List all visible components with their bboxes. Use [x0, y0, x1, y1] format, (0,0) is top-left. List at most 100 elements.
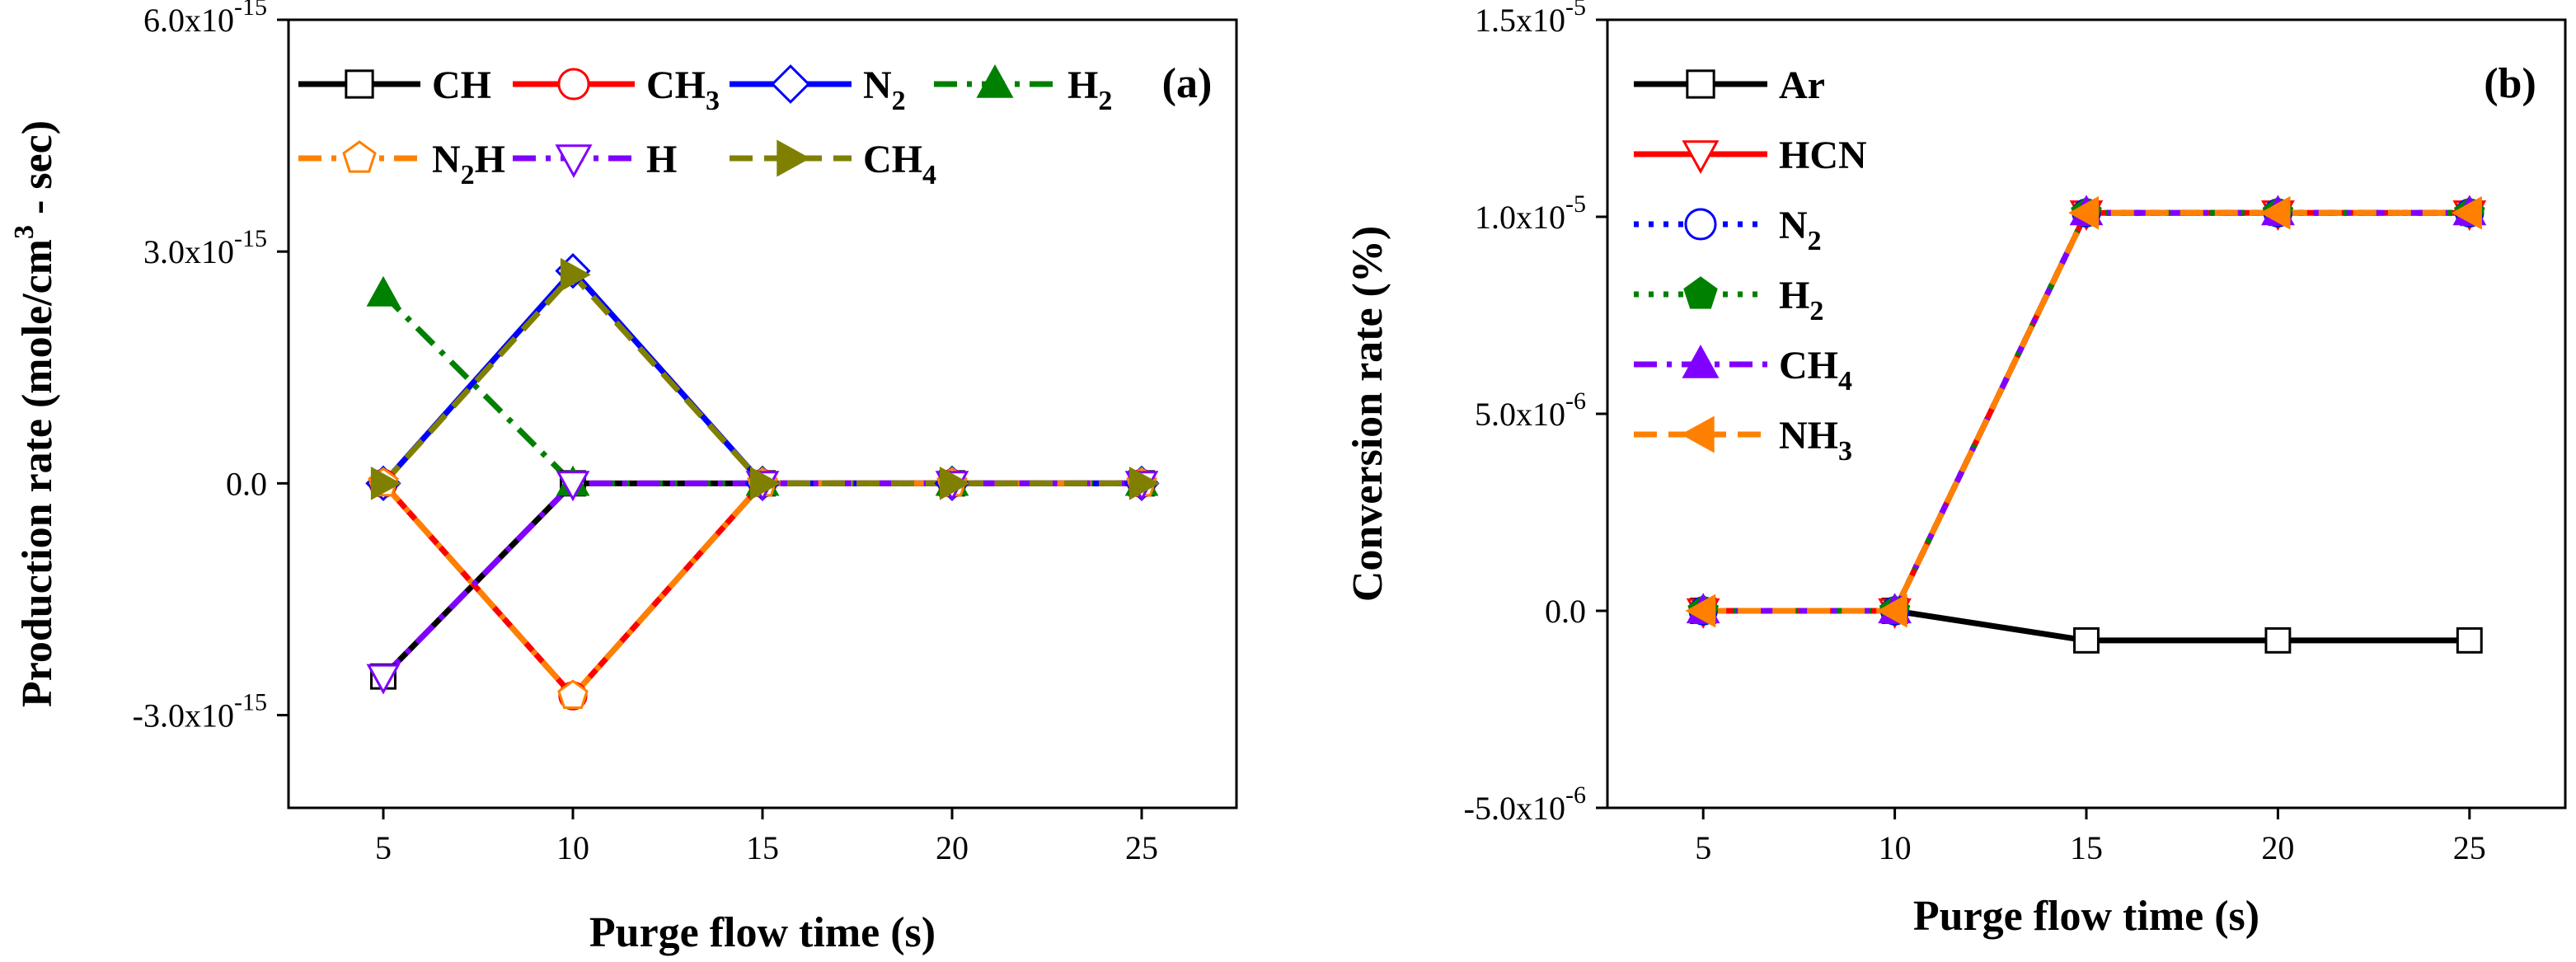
legend-label-name: Ar: [1779, 63, 1825, 107]
legend-label-name: HCN: [1779, 134, 1867, 177]
legend-label: CH: [432, 63, 491, 107]
legend-label-name: CH: [863, 138, 922, 181]
x-tick-label: 15: [746, 829, 779, 866]
legend-label-name: NH: [1779, 414, 1838, 458]
legend-item: H2: [1634, 274, 1823, 326]
legend-marker: [1684, 208, 1717, 241]
data-point-series-4: [366, 275, 401, 307]
legend-label-subscript: 2: [461, 160, 475, 190]
legend-item: CH4: [730, 138, 936, 190]
legend-label-name: H: [646, 138, 677, 181]
legend-label: H: [646, 138, 677, 181]
legend-item: CH3: [513, 63, 720, 116]
y-tick-label: -5.0x10-6: [1464, 781, 1586, 827]
legend-label-subscript: 2: [1808, 226, 1822, 256]
x-tick-label: 25: [2453, 829, 2486, 866]
y-axis-title-main: Conversion rate (%): [1344, 226, 1391, 602]
legend-label-name: N: [432, 138, 461, 181]
y-tick-base: 1.5x10: [1475, 2, 1565, 39]
legend-label-name: CH: [646, 63, 706, 107]
legend-marker: [777, 139, 811, 177]
panel-label: (b): [2484, 60, 2536, 107]
legend-label-name: CH: [432, 63, 491, 107]
legend-marker: [976, 64, 1014, 98]
legend-item: NH3: [1634, 414, 1852, 467]
data-point-series-7: [560, 257, 591, 292]
data-point-series-6: [2259, 195, 2291, 230]
legend-label-subscript: 3: [706, 86, 720, 116]
legend-label: N2H: [432, 138, 505, 190]
legend-label: NH3: [1779, 414, 1852, 467]
y-tick-label: 3.0x10-15: [143, 225, 267, 270]
legend-label: N2: [863, 63, 906, 116]
y-tick-label: 0.0: [1545, 593, 1586, 630]
legend-label-name: H: [1779, 274, 1809, 317]
y-axis-title-end: - sec): [14, 120, 61, 225]
series-line-6: [381, 480, 1142, 679]
legend-label: CH4: [1779, 344, 1852, 397]
x-tick-label: 10: [1879, 829, 1912, 866]
legend-label: HCN: [1779, 134, 1867, 177]
legend-label-subscript: 4: [922, 160, 936, 190]
legend-label-subscript: 2: [1809, 296, 1823, 326]
data-point-series-6: [556, 471, 590, 502]
data-point-series-6: [1876, 594, 1907, 628]
legend-label: CH3: [646, 63, 720, 116]
data-point-series-1: [2456, 626, 2483, 654]
y-tick-base: 6.0x10: [143, 2, 234, 39]
y-tick-base: 0.0: [226, 465, 267, 502]
y-tick-exponent: -6: [1565, 387, 1586, 415]
y-tick-label: 1.5x10-5: [1475, 0, 1586, 39]
x-tick-label: 20: [936, 829, 969, 866]
legend-item: H: [513, 138, 677, 181]
legend-item: H2: [934, 63, 1112, 116]
x-tick-label: 25: [1125, 829, 1158, 866]
x-tick-label: 5: [1695, 829, 1711, 866]
legend-item: N2H: [298, 138, 505, 190]
legend-marker: [557, 68, 590, 101]
chart-panel-b: 5 10 15 20 25-5.0x10-60.05.0x10-61.0x10-51.5…: [1344, 0, 2567, 940]
legend-item: N2: [1634, 204, 1822, 256]
data-point-series-6: [1685, 594, 1716, 628]
x-tick-label: 15: [2070, 829, 2103, 866]
legend-label: H2: [1067, 63, 1112, 116]
y-tick-base: 1.0x10: [1475, 199, 1565, 236]
legend-label-suffix: H: [475, 138, 505, 181]
y-tick-label: 6.0x10-15: [143, 0, 267, 39]
y-tick-exponent: -15: [234, 689, 267, 716]
data-point-series-7: [749, 466, 781, 500]
y-tick-label: -3.0x10-15: [133, 689, 267, 734]
data-point-series-6: [2451, 195, 2482, 230]
y-axis-title: Conversion rate (%): [1344, 226, 1391, 602]
legend-item: CH4: [1634, 344, 1852, 397]
y-axis-title: Production rate (mole/cm3 - sec): [9, 120, 61, 707]
legend-marker: [1680, 415, 1715, 453]
x-tick-label: 10: [556, 829, 589, 866]
y-tick-label: 5.0x10-6: [1475, 387, 1586, 433]
panel-label: (a): [1162, 60, 1213, 107]
x-axis-title: Purge flow time (s): [589, 909, 936, 956]
y-tick-base: 0.0: [1545, 593, 1586, 630]
y-tick-label: 0.0: [226, 465, 267, 502]
y-tick-base: -3.0x10: [133, 697, 234, 734]
chart-panel-a: 5 10 15 20 25-3.0x10-150.03.0x10-156.0x10-15…: [9, 0, 1238, 956]
legend-item: Ar: [1634, 63, 1825, 107]
legend-item: N2: [730, 63, 906, 116]
y-tick-exponent: -15: [234, 0, 267, 21]
legend-marker: [345, 69, 374, 99]
data-point-series-1: [2073, 626, 2100, 654]
y-tick-exponent: -5: [1565, 0, 1586, 21]
y-tick-base: -5.0x10: [1464, 790, 1565, 827]
legend-label-name: CH: [1779, 344, 1838, 387]
legend-marker: [555, 144, 593, 178]
data-point-series-7: [1128, 466, 1160, 500]
y-tick-label: 1.0x10-5: [1475, 190, 1586, 236]
y-tick-base: 3.0x10: [143, 233, 234, 270]
legend-label: CH4: [863, 138, 936, 190]
legend-marker: [1682, 140, 1720, 175]
series-markers: [1685, 195, 2487, 654]
series-markers: [365, 252, 1160, 711]
legend-label-name: N: [1779, 204, 1808, 247]
legend-item: HCN: [1634, 134, 1867, 177]
